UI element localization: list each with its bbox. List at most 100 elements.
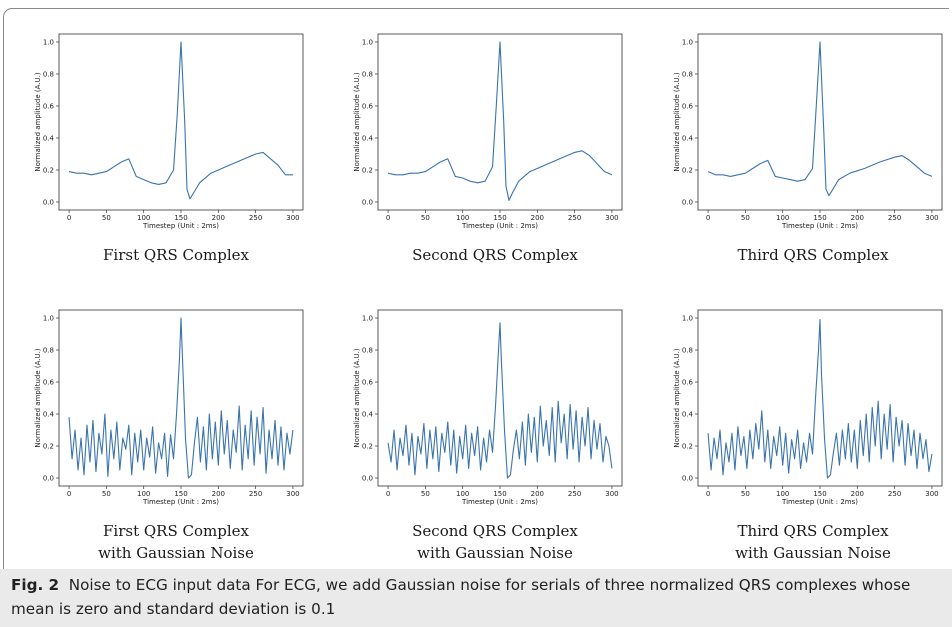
y-axis-label: Normalized amplitude (A.U.) xyxy=(34,72,42,171)
panel-caption-second: Second QRS Complex xyxy=(345,244,645,266)
panel-caption-line: First QRS Complex xyxy=(103,522,249,540)
y-axis-label: Normalized amplitude (A.U.) xyxy=(353,348,361,447)
y-tick-label: 0.6 xyxy=(682,379,694,387)
series-line xyxy=(387,41,613,201)
x-tick-label: 200 xyxy=(851,214,864,222)
panel-caption-line: with Gaussian Noise xyxy=(417,544,573,562)
y-tick-label: 0.4 xyxy=(682,135,694,143)
x-tick-label: 250 xyxy=(568,490,581,498)
x-tick-label: 0 xyxy=(386,490,390,498)
panel-caption-line: Third QRS Complex xyxy=(737,246,889,264)
x-tick-label: 100 xyxy=(776,490,789,498)
x-tick-label: 0 xyxy=(67,490,71,498)
x-tick-label: 50 xyxy=(102,490,111,498)
chart-panel-third-qrs-noise: 0 50 100 150 200 250 300 0.0 0.2 0.4 0.6 0.8 1.0 Time… xyxy=(672,306,952,520)
y-tick-label: 0.4 xyxy=(362,135,374,143)
y-tick-label: 0.8 xyxy=(43,71,54,79)
series-line xyxy=(707,319,933,479)
panel-caption-line: Second QRS Complex xyxy=(412,522,578,540)
x-tick-label: 250 xyxy=(568,214,581,222)
y-tick-label: 0.8 xyxy=(362,347,373,355)
y-tick-label: 0.2 xyxy=(362,167,373,175)
panel-caption-line: First QRS Complex xyxy=(103,246,249,264)
y-tick-label: 0.2 xyxy=(682,443,693,451)
chart-panel-second-qrs-noise: 0 50 100 150 200 250 300 0.0 0.2 0.4 0.6 0.8 1.0 Time… xyxy=(352,306,632,520)
x-tick-label: 200 xyxy=(212,214,225,222)
x-tick-label: 300 xyxy=(286,490,299,498)
x-tick-label: 0 xyxy=(67,214,71,222)
y-tick-label: 0.4 xyxy=(43,411,55,419)
y-tick-label: 0.2 xyxy=(362,443,373,451)
y-tick-label: 0.0 xyxy=(43,475,54,483)
y-tick-label: 0.0 xyxy=(362,199,373,207)
y-tick-label: 0.4 xyxy=(43,135,55,143)
x-tick-label: 50 xyxy=(421,490,430,498)
x-tick-label: 0 xyxy=(706,490,710,498)
x-tick-label: 50 xyxy=(741,490,750,498)
x-tick-label: 250 xyxy=(888,490,901,498)
x-tick-label: 200 xyxy=(531,490,544,498)
x-tick-label: 300 xyxy=(925,214,938,222)
x-tick-label: 0 xyxy=(386,214,390,222)
y-tick-label: 0.8 xyxy=(43,347,54,355)
x-tick-label: 200 xyxy=(212,490,225,498)
figure-label: Fig. 2 xyxy=(11,576,60,594)
x-axis-label: Timestep (Unit : 2ms) xyxy=(142,498,219,506)
plot-frame xyxy=(58,33,304,211)
x-tick-label: 150 xyxy=(174,214,187,222)
y-tick-label: 1.0 xyxy=(362,39,373,47)
x-tick-label: 250 xyxy=(888,214,901,222)
x-axis-label: Timestep (Unit : 2ms) xyxy=(461,222,538,230)
chart-panel-first-qrs-noise: 0 50 100 150 200 250 300 0.0 0.2 0.4 0.6 0.8 1.0 Time… xyxy=(33,306,313,520)
series-line xyxy=(68,317,294,479)
panel-caption-line: with Gaussian Noise xyxy=(735,544,891,562)
plot-frame xyxy=(377,33,623,211)
y-tick-label: 0.4 xyxy=(682,411,694,419)
x-tick-label: 150 xyxy=(493,490,506,498)
x-tick-label: 250 xyxy=(249,214,262,222)
y-tick-label: 0.8 xyxy=(682,347,693,355)
y-axis-label: Normalized amplitude (A.U.) xyxy=(673,72,681,171)
chart-svg-5: 0 50 100 150 200 250 300 0.0 0.2 0.4 0.6 0.8 1.0 Time… xyxy=(673,309,943,506)
y-tick-label: 1.0 xyxy=(682,39,693,47)
x-tick-label: 300 xyxy=(605,490,618,498)
x-tick-label: 150 xyxy=(813,490,826,498)
y-tick-label: 0.4 xyxy=(362,411,374,419)
y-tick-label: 0.0 xyxy=(682,199,693,207)
x-tick-label: 300 xyxy=(605,214,618,222)
y-tick-label: 0.2 xyxy=(43,443,54,451)
y-axis-label: Normalized amplitude (A.U.) xyxy=(34,348,42,447)
y-tick-label: 1.0 xyxy=(43,39,54,47)
y-axis-label: Normalized amplitude (A.U.) xyxy=(353,72,361,171)
chart-panel-third-qrs: 0 50 100 150 200 250 300 0.0 0.2 0.4 0.6 0.8 1.0 Time… xyxy=(672,30,952,244)
y-tick-label: 0.6 xyxy=(43,103,55,111)
y-axis-label: Normalized amplitude (A.U.) xyxy=(673,348,681,447)
series-line xyxy=(68,41,293,200)
chart-panel-second-qrs: 0 50 100 150 200 250 300 0.0 0.2 0.4 0.6 0.8 1.0 Time… xyxy=(352,30,632,244)
y-tick-label: 0.6 xyxy=(362,379,374,387)
y-tick-label: 0.6 xyxy=(682,103,694,111)
y-tick-label: 0.0 xyxy=(362,475,373,483)
x-tick-label: 100 xyxy=(137,214,150,222)
panel-caption-line: Second QRS Complex xyxy=(412,246,578,264)
chart-svg-1: 0 50 100 150 200 250 300 0.0 0.2 0.4 0.6 0.8 1.0 Time… xyxy=(353,33,623,230)
panel-caption-third-noise: Third QRS Complex with Gaussian Noise xyxy=(663,520,952,564)
y-tick-label: 0.0 xyxy=(43,199,54,207)
x-tick-label: 100 xyxy=(137,490,150,498)
x-tick-label: 0 xyxy=(706,214,710,222)
chart-svg-2: 0 50 100 150 200 250 300 0.0 0.2 0.4 0.6 0.8 1.0 Time… xyxy=(673,33,943,230)
chart-svg-4: 0 50 100 150 200 250 300 0.0 0.2 0.4 0.6 0.8 1.0 Time… xyxy=(353,309,623,506)
caption-band xyxy=(0,569,952,627)
x-tick-label: 100 xyxy=(776,214,789,222)
panel-caption-first: First QRS Complex xyxy=(26,244,326,266)
series-line xyxy=(707,41,933,197)
x-tick-label: 150 xyxy=(493,214,506,222)
x-axis-label: Timestep (Unit : 2ms) xyxy=(142,222,219,230)
x-tick-label: 50 xyxy=(421,214,430,222)
panel-caption-first-noise: First QRS Complex with Gaussian Noise xyxy=(26,520,326,564)
series-line xyxy=(387,322,613,479)
y-tick-label: 0.8 xyxy=(362,71,373,79)
x-tick-label: 250 xyxy=(249,490,262,498)
y-tick-label: 0.2 xyxy=(43,167,54,175)
figure-caption: Fig. 2 Noise to ECG input data For ECG, … xyxy=(11,573,947,621)
